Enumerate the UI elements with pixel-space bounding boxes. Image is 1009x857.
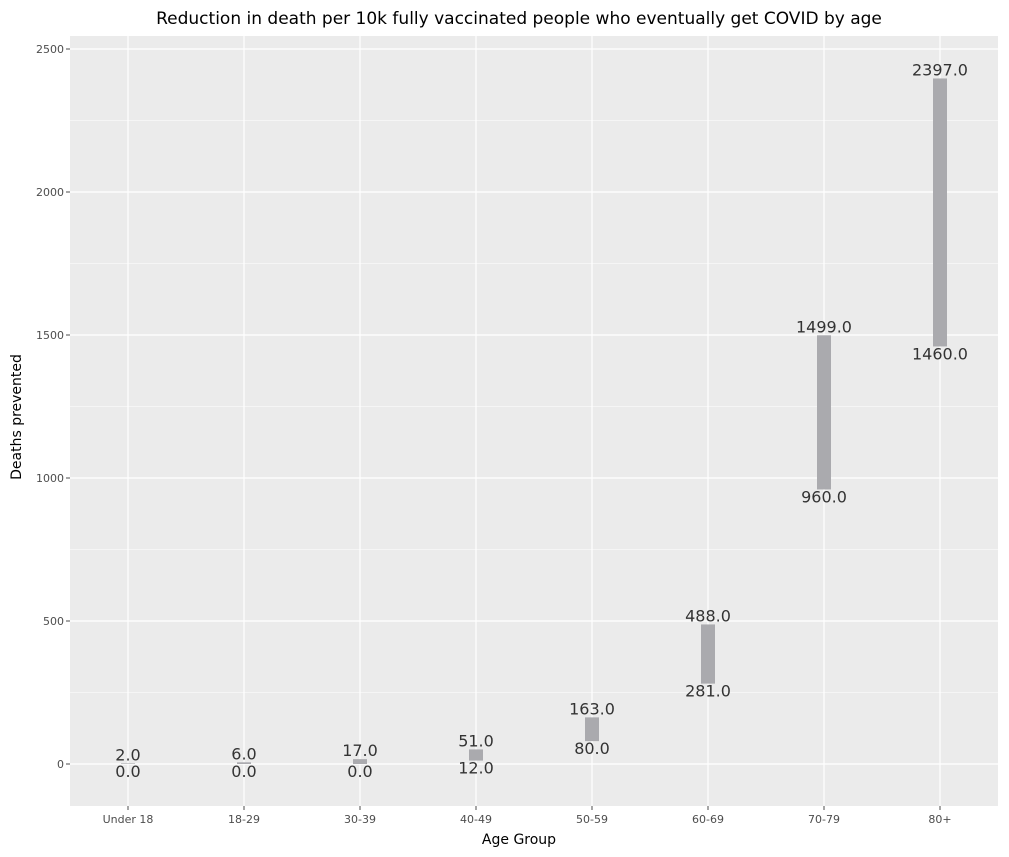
data-label-high: 51.0 <box>458 731 494 750</box>
bar-80- <box>933 78 947 347</box>
x-tick-label: 80+ <box>928 813 951 826</box>
data-label-high: 17.0 <box>342 741 378 760</box>
bar-50-59 <box>585 717 599 742</box>
data-label-high: 6.0 <box>231 744 256 763</box>
bar-40-49 <box>469 749 483 761</box>
data-label-low: 0.0 <box>347 762 372 781</box>
data-label-low: 12.0 <box>458 759 494 778</box>
x-tick-label: 40-49 <box>460 813 492 826</box>
data-label-low: 281.0 <box>685 682 731 701</box>
x-axis-title: Age Group <box>482 832 556 848</box>
data-label-high: 2397.0 <box>912 60 968 79</box>
x-tick-label: 60-69 <box>692 813 724 826</box>
x-tick-label: 30-39 <box>344 813 376 826</box>
x-axis: Under 18 18-29 30-39 40-49 50-59 60-69 70-79 80… <box>103 806 952 826</box>
bar-30-39 <box>353 759 367 764</box>
chart-title: Reduction in death per 10k fully vaccina… <box>156 9 882 29</box>
plot-panel <box>70 36 998 806</box>
y-axis: 0 500 1000 1500 2000 2500 <box>36 43 70 771</box>
x-tick-label: 50-59 <box>576 813 608 826</box>
x-tick-label: 70-79 <box>808 813 840 826</box>
y-tick-label: 500 <box>43 615 64 628</box>
x-tick-label: Under 18 <box>103 813 154 826</box>
range-bars <box>121 78 947 764</box>
data-label-low: 1460.0 <box>912 344 968 363</box>
bar-18-29 <box>237 762 251 764</box>
minor-gridlines <box>70 120 998 693</box>
bar-70-79 <box>817 335 831 490</box>
y-tick-label: 2000 <box>36 186 64 199</box>
y-tick-label: 1500 <box>36 329 64 342</box>
y-tick-label: 0 <box>57 758 64 771</box>
data-label-low: 80.0 <box>574 739 610 758</box>
data-label-low: 960.0 <box>801 487 847 506</box>
x-tick-label: 18-29 <box>228 813 260 826</box>
bar-under-18 <box>121 763 135 764</box>
y-tick-label: 1000 <box>36 472 64 485</box>
data-label-high: 488.0 <box>685 606 731 625</box>
y-tick-label: 2500 <box>36 43 64 56</box>
data-label-high: 1499.0 <box>796 317 852 336</box>
bar-60-69 <box>701 624 715 684</box>
y-axis-title: Deaths prevented <box>9 354 25 480</box>
data-label-high: 2.0 <box>115 745 140 764</box>
data-labels: 2.00.06.00.017.00.051.012.0163.080.0488.… <box>115 60 968 781</box>
data-label-low: 0.0 <box>231 762 256 781</box>
data-label-low: 0.0 <box>115 762 140 781</box>
data-label-high: 163.0 <box>569 699 615 718</box>
